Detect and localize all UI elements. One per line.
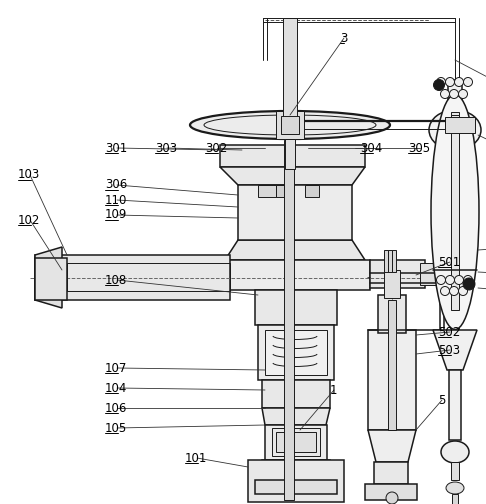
Bar <box>365 484 417 500</box>
Circle shape <box>458 286 468 295</box>
Ellipse shape <box>429 110 481 150</box>
Text: 501: 501 <box>438 256 460 269</box>
Bar <box>283 18 297 125</box>
Bar <box>452 494 458 504</box>
Bar <box>284 140 294 500</box>
Bar <box>272 428 320 456</box>
Text: 301: 301 <box>105 142 127 155</box>
Bar <box>265 330 327 375</box>
Bar <box>374 462 408 484</box>
Polygon shape <box>433 330 477 370</box>
Circle shape <box>434 80 445 91</box>
Circle shape <box>450 90 458 98</box>
Ellipse shape <box>431 95 479 330</box>
Text: 5: 5 <box>438 394 445 407</box>
Bar <box>384 250 388 272</box>
Circle shape <box>454 78 464 87</box>
Bar <box>276 111 304 139</box>
Circle shape <box>450 286 458 295</box>
Polygon shape <box>225 240 365 260</box>
Ellipse shape <box>441 441 469 463</box>
Polygon shape <box>220 167 365 185</box>
Ellipse shape <box>446 482 464 494</box>
Bar <box>451 462 459 480</box>
Circle shape <box>436 276 446 284</box>
Bar <box>225 260 370 290</box>
Bar <box>384 270 400 298</box>
Text: 102: 102 <box>18 214 40 226</box>
Text: 503: 503 <box>438 344 460 356</box>
Bar <box>255 480 337 494</box>
Bar <box>276 432 316 452</box>
Circle shape <box>446 78 454 87</box>
Polygon shape <box>262 408 330 425</box>
Bar <box>378 295 406 333</box>
Bar <box>451 115 459 310</box>
Text: 110: 110 <box>105 194 127 207</box>
Bar <box>258 185 276 197</box>
Text: 101: 101 <box>185 452 208 465</box>
Bar <box>451 112 459 147</box>
Text: 306: 306 <box>105 178 127 192</box>
Bar <box>238 185 352 240</box>
Circle shape <box>464 78 472 87</box>
Bar <box>388 250 392 272</box>
Bar <box>449 370 461 440</box>
Circle shape <box>440 286 450 295</box>
Bar <box>248 460 344 502</box>
Text: 103: 103 <box>18 168 40 181</box>
Bar <box>285 139 295 169</box>
Text: 302: 302 <box>205 142 227 155</box>
Bar <box>388 300 396 430</box>
Text: 109: 109 <box>105 209 127 221</box>
Bar <box>265 425 327 460</box>
Bar <box>368 330 416 430</box>
Circle shape <box>458 90 468 98</box>
Bar <box>448 80 462 115</box>
Bar <box>67 263 230 291</box>
Text: 107: 107 <box>105 361 127 374</box>
Bar <box>276 185 290 197</box>
Polygon shape <box>35 247 62 308</box>
Circle shape <box>454 276 464 284</box>
Text: 108: 108 <box>105 274 127 286</box>
Bar <box>281 116 299 134</box>
Text: 3: 3 <box>340 31 347 44</box>
Circle shape <box>440 90 450 98</box>
Circle shape <box>446 276 454 284</box>
Text: 104: 104 <box>105 382 127 395</box>
Bar <box>445 117 475 133</box>
Bar <box>392 250 396 272</box>
Bar <box>220 145 365 167</box>
Text: 305: 305 <box>408 142 430 155</box>
Bar <box>370 260 425 288</box>
Circle shape <box>464 276 472 284</box>
Text: 105: 105 <box>105 421 127 434</box>
Text: 304: 304 <box>360 142 382 155</box>
Polygon shape <box>368 430 416 462</box>
Bar <box>262 380 330 408</box>
Bar <box>35 258 67 300</box>
Circle shape <box>436 78 446 87</box>
Bar <box>35 255 230 300</box>
Text: 106: 106 <box>105 402 127 414</box>
Text: 1: 1 <box>330 384 337 397</box>
Circle shape <box>463 278 475 290</box>
Bar <box>255 290 337 325</box>
Ellipse shape <box>190 111 390 139</box>
Bar <box>262 460 330 480</box>
Text: 502: 502 <box>438 326 460 339</box>
Bar <box>258 325 334 380</box>
Bar <box>305 185 319 197</box>
Circle shape <box>386 492 398 504</box>
Text: 303: 303 <box>155 142 177 155</box>
Bar <box>420 263 440 285</box>
